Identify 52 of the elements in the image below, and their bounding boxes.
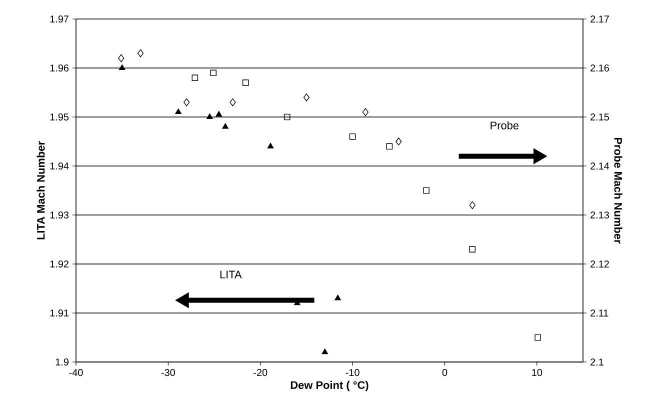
y-tick-label: 1.93 <box>50 211 69 219</box>
y-axis-title: LITA Mach Number <box>36 141 45 240</box>
point <box>469 246 476 252</box>
point <box>423 187 430 194</box>
y2-tick-label: 2.13 <box>590 211 609 219</box>
x-axis-title: Dew Point ( °C) <box>290 380 368 392</box>
point <box>242 80 249 86</box>
y2-tick-label: 2.14 <box>590 162 610 170</box>
y-tick-label: 1.94 <box>50 162 69 170</box>
point <box>349 133 356 140</box>
point <box>362 108 368 116</box>
point <box>216 111 222 116</box>
y-tick-label: 1.9 <box>56 358 69 366</box>
point <box>303 93 310 102</box>
y2-tick-label: 2.17 <box>590 16 609 22</box>
point <box>230 98 236 106</box>
point <box>175 108 182 114</box>
x-tick-label: -30 <box>161 369 175 376</box>
y-tick-label: 1.91 <box>50 309 68 317</box>
y2-tick-label: 2.15 <box>590 113 609 121</box>
x-tick-label: -20 <box>254 369 268 376</box>
annotation: LITA <box>220 270 242 278</box>
point <box>396 138 402 146</box>
annotation: Probe <box>490 121 519 130</box>
point <box>184 98 190 106</box>
point <box>469 201 476 210</box>
x-tick-label: -40 <box>69 369 83 376</box>
y-tick-label: 1.97 <box>50 15 68 23</box>
point <box>118 64 126 70</box>
point <box>222 123 228 129</box>
point <box>267 142 274 148</box>
x-tick-label: 0 <box>442 369 448 376</box>
point <box>284 114 290 120</box>
y-tick-label: 1.96 <box>50 64 69 72</box>
point <box>206 113 213 119</box>
y-tick-label: 1.92 <box>50 260 68 268</box>
point <box>322 348 328 354</box>
point <box>386 143 393 150</box>
y2-tick-label: 2.11 <box>590 310 608 316</box>
x-tick-label: 10 <box>532 369 542 376</box>
y2-tick-label: 2.12 <box>590 260 609 268</box>
point <box>118 54 124 62</box>
point <box>192 74 198 81</box>
point <box>334 294 341 300</box>
y-tick-label: 1.95 <box>50 113 69 121</box>
y2-tick-label: 2.1 <box>590 358 604 366</box>
point <box>534 334 541 341</box>
y2-axis-title: Probe Mach Number <box>614 138 622 244</box>
point <box>210 70 216 76</box>
point <box>137 49 144 58</box>
y2-tick-label: 2.16 <box>590 64 609 72</box>
x-tick-label: -10 <box>346 369 360 376</box>
